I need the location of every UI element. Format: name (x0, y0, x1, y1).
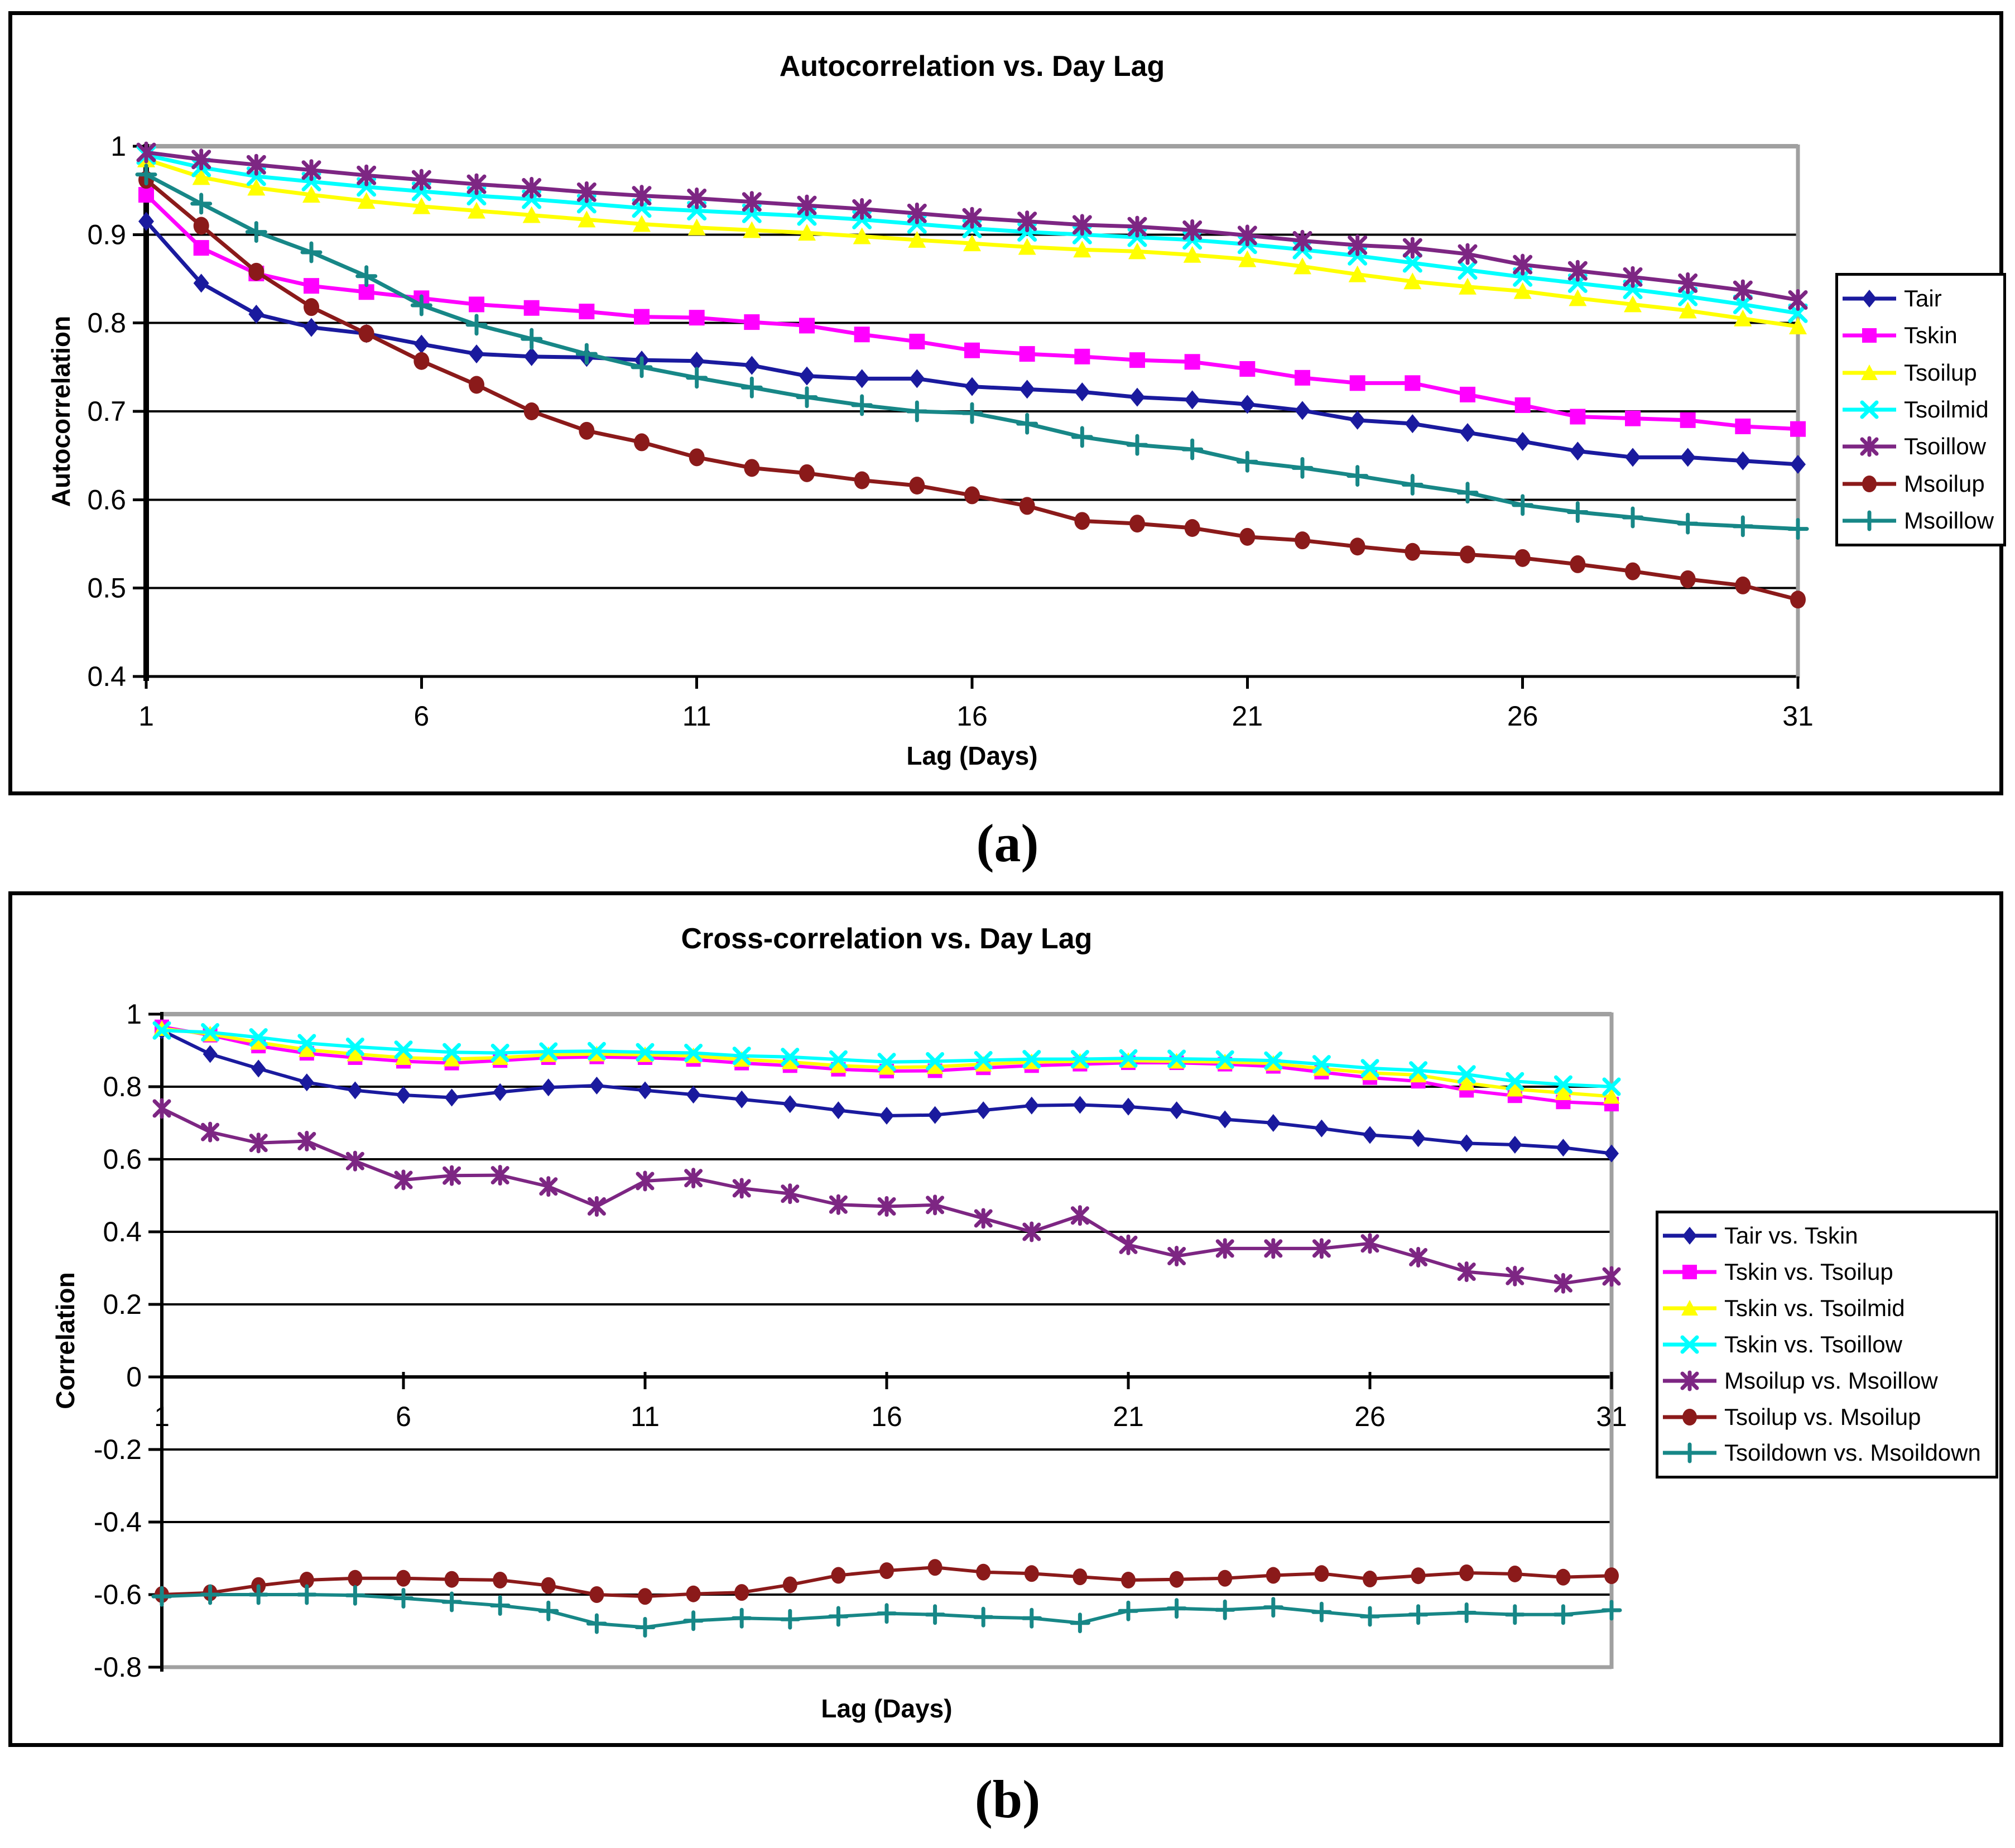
svg-text:0.6: 0.6 (87, 484, 126, 515)
panel-autocorrelation: Autocorrelation vs. Day Lag 1 0.9 0.8 0.7 0.… (8, 11, 2006, 795)
circle-marker-icon (1843, 475, 1896, 492)
legend-item-tskin: Tskin (1840, 322, 2001, 349)
svg-text:0.7: 0.7 (87, 396, 126, 427)
svg-text:-0.4: -0.4 (94, 1506, 142, 1538)
chart-a-x-axis-title: Lag (Days) (906, 741, 1038, 770)
circle-marker-icon (1663, 1408, 1716, 1425)
x-marker-icon (1663, 1335, 1716, 1354)
x-marker-icon (1843, 400, 1896, 419)
svg-text:26: 26 (1507, 700, 1538, 732)
legend-item-tsoilmid: Tsoilmid (1840, 396, 2001, 423)
caption-a: (a) (976, 813, 1039, 873)
triangle-marker-icon (1843, 364, 1896, 380)
square-marker-icon (1843, 328, 1896, 343)
diamond-marker-icon (1843, 290, 1896, 308)
svg-text:16: 16 (871, 1401, 902, 1432)
legend-label: Tsoildown vs. Msoildown (1724, 1439, 1981, 1466)
svg-text:0.4: 0.4 (103, 1216, 142, 1247)
svg-text:31: 31 (1782, 700, 1814, 732)
legend-label: Tair vs. Tskin (1724, 1222, 1858, 1249)
legend-item-msoillow: Msoillow (1840, 507, 2001, 534)
svg-text:6: 6 (413, 700, 429, 732)
svg-text:21: 21 (1113, 1401, 1144, 1432)
plus-marker-icon (1843, 510, 1896, 531)
legend-item-tair-vs-tskin: Tair vs. Tskin (1661, 1222, 1993, 1249)
legend-label: Tsoilup vs. Msoilup (1724, 1403, 1921, 1430)
chart-a-legend: Tair Tskin Tsoilup Tsoilmid Tsoillow Msoilup M… (1835, 273, 2006, 546)
svg-text:-0.2: -0.2 (94, 1434, 142, 1465)
legend-item-tsoildown-vs-msoildown: Tsoildown vs. Msoildown (1661, 1439, 1993, 1466)
crosscorrelation-plot: 10.80.60.40.20-0.2-0.4-0.6-0.81 6 11 16 21 26… (94, 999, 1627, 1683)
legend-item-tskin-vs-tsoilmid: Tskin vs. Tsoilmid (1661, 1295, 1993, 1322)
legend-label: Tsoilmid (1904, 396, 1989, 423)
panel-crosscorrelation: Cross-correlation vs. Day Lag 1 0.8 0.6 0.4… (8, 891, 2003, 1747)
legend-item-tskin-vs-tsoilup: Tskin vs. Tsoilup (1661, 1259, 1993, 1285)
legend-item-msoilup-vs-msoillow: Msoilup vs. Msoillow (1661, 1367, 1993, 1394)
svg-text:0.8: 0.8 (87, 308, 126, 339)
legend-label: Tair (1904, 285, 1942, 312)
caption-b: (b) (974, 1769, 1041, 1829)
svg-text:0.9: 0.9 (87, 219, 126, 250)
svg-text:31: 31 (1596, 1401, 1627, 1432)
legend-item-tsoilup-vs-msoilup: Tsoilup vs. Msoilup (1661, 1404, 1993, 1431)
legend-label: Tskin vs. Tsoilup (1724, 1259, 1893, 1285)
star-marker-icon (1843, 436, 1896, 457)
square-marker-icon (1663, 1265, 1716, 1280)
legend-label: Tsoilup (1904, 359, 1977, 386)
star-marker-icon (1663, 1370, 1716, 1391)
chart-b-x-axis-title: Lag (Days) (821, 1694, 953, 1723)
svg-text:16: 16 (956, 700, 988, 732)
legend-item-msoilup: Msoilup (1840, 471, 2001, 497)
chart-a-title: Autocorrelation vs. Day Lag (779, 50, 1165, 83)
svg-text:11: 11 (631, 1401, 660, 1432)
svg-text:1: 1 (154, 1401, 170, 1432)
svg-text:0.2: 0.2 (103, 1289, 142, 1320)
legend-item-tair: Tair (1840, 285, 2001, 312)
svg-text:26: 26 (1354, 1401, 1386, 1432)
svg-text:-0.8: -0.8 (94, 1652, 142, 1683)
svg-text:0.5: 0.5 (87, 573, 126, 604)
legend-item-tsoillow: Tsoillow (1840, 433, 2001, 460)
svg-text:0.4: 0.4 (87, 661, 126, 692)
svg-text:21: 21 (1232, 700, 1263, 732)
legend-label: Tskin (1904, 322, 1958, 349)
svg-text:11: 11 (682, 700, 711, 732)
svg-text:0.6: 0.6 (103, 1144, 142, 1175)
svg-text:1: 1 (110, 131, 126, 162)
legend-label: Tsoillow (1904, 433, 1987, 460)
chart-b-title: Cross-correlation vs. Day Lag (681, 923, 1093, 955)
svg-text:1: 1 (126, 999, 142, 1030)
triangle-marker-icon (1663, 1300, 1716, 1316)
svg-text:1: 1 (138, 700, 154, 732)
legend-label: Msoillow (1904, 507, 1994, 534)
legend-item-tskin-vs-tsoillow: Tskin vs. Tsoillow (1661, 1331, 1993, 1358)
legend-label: Tskin vs. Tsoilmid (1724, 1295, 1905, 1322)
chart-b-y-axis-title: Correlation (51, 1272, 80, 1409)
legend-item-tsoilup: Tsoilup (1840, 359, 2001, 386)
svg-text:0: 0 (126, 1361, 142, 1393)
svg-text:0.8: 0.8 (103, 1071, 142, 1102)
diamond-marker-icon (1663, 1227, 1716, 1245)
legend-label: Tskin vs. Tsoillow (1724, 1331, 1902, 1357)
svg-text:-0.6: -0.6 (94, 1579, 142, 1610)
svg-text:6: 6 (396, 1401, 411, 1432)
legend-label: Msoilup (1904, 470, 1985, 497)
chart-a-y-axis-title: Autocorrelation (46, 315, 75, 507)
chart-b-legend: Tair vs. Tskin Tskin vs. Tsoilup Tskin vs.… (1656, 1211, 1998, 1479)
autocorrelation-plot: 10.90.80.70.60.50.41 6 11 16 21 26 31 (87, 131, 1814, 732)
plus-marker-icon (1663, 1442, 1716, 1463)
legend-label: Msoilup vs. Msoillow (1724, 1367, 1938, 1394)
